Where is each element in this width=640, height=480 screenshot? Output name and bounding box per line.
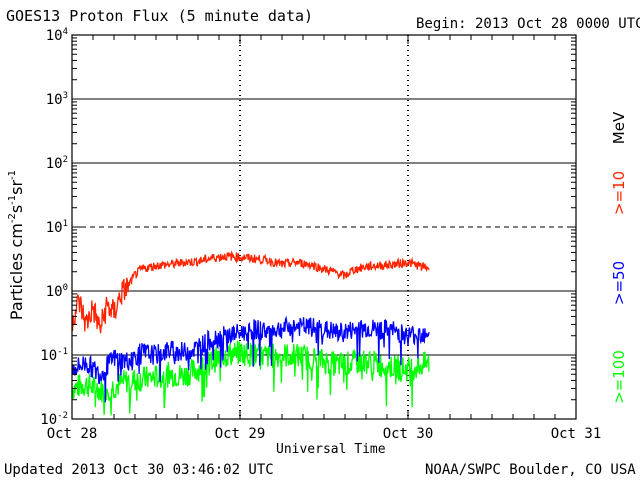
legend-entry: >=100 xyxy=(610,350,628,404)
series-line-ge100 xyxy=(71,340,430,416)
y-axis-label: Particles cm-2s-1sr-1 xyxy=(7,170,26,320)
begin-time: Begin: 2013 Oct 28 0000 UTC xyxy=(416,16,640,32)
y-tick-label: 102 xyxy=(46,155,68,172)
x-axis-label: Universal Time xyxy=(276,442,386,457)
x-tick-label: Oct 28 xyxy=(47,426,98,442)
x-tick-label: Oct 30 xyxy=(383,426,434,442)
y-tick-label: 104 xyxy=(46,27,68,44)
x-tick-label: Oct 29 xyxy=(215,426,266,442)
y-tick-label: 103 xyxy=(46,91,68,108)
updated-timestamp: Updated 2013 Oct 30 03:46:02 UTC xyxy=(4,462,274,478)
credit-text: NOAA/SWPC Boulder, CO USA xyxy=(425,462,636,478)
legend-unit: MeV xyxy=(610,111,628,144)
legend-entry: >=50 xyxy=(610,261,628,305)
legend-entry: >=10 xyxy=(610,171,628,215)
y-tick-label: 100 xyxy=(46,283,68,300)
y-tick-label: 10-1 xyxy=(40,347,68,364)
y-tick-label: 10-2 xyxy=(40,411,68,428)
y-tick-label: 101 xyxy=(46,219,68,236)
series-line-ge10 xyxy=(71,250,430,334)
series-line-ge50 xyxy=(71,315,430,403)
chart-title: GOES13 Proton Flux (5 minute data) xyxy=(6,7,314,25)
x-tick-label: Oct 31 xyxy=(551,426,602,442)
